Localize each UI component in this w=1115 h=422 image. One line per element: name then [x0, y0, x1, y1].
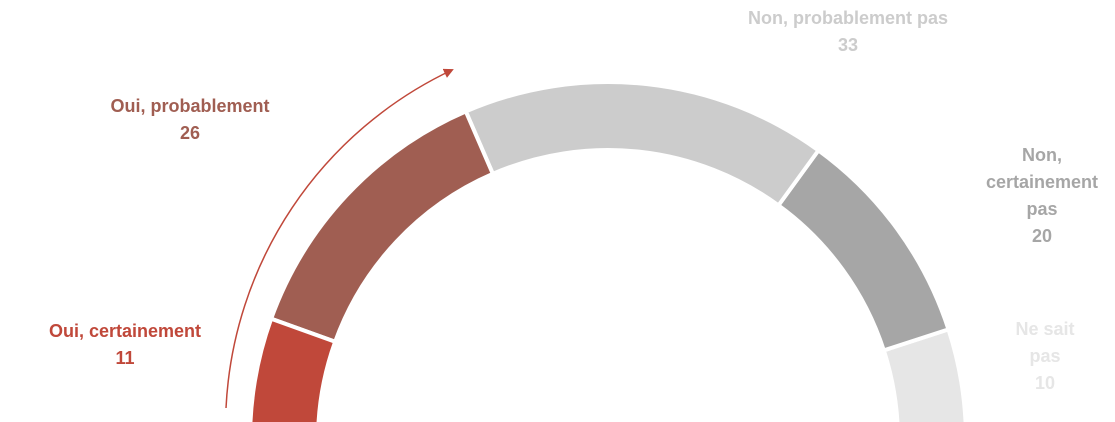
segment	[775, 147, 951, 353]
segment	[881, 326, 968, 422]
segment	[463, 80, 822, 209]
category-name: Oui, certainement	[48, 321, 202, 341]
value-label: 26	[179, 123, 201, 143]
direction-arrow	[225, 68, 454, 409]
segment-label: Non, certainement pas 20	[977, 142, 1107, 250]
category-name: Non, certainement pas	[985, 145, 1099, 219]
value-label: 20	[1031, 226, 1053, 246]
segment-label: Non, probablement pas 33	[723, 5, 973, 59]
segment	[268, 108, 496, 345]
segment-label: Oui, certainement 11	[5, 318, 245, 372]
category-name: Ne sait pas	[1015, 319, 1075, 366]
segment-label: Ne sait pas 10	[1010, 316, 1080, 397]
category-name: Non, probablement pas	[747, 8, 949, 28]
segment	[248, 316, 338, 422]
value-label: 33	[837, 35, 859, 55]
value-label: 11	[115, 348, 135, 368]
value-label: 10	[1034, 373, 1056, 393]
category-name: Oui, probablement	[110, 96, 270, 116]
segment-label: Oui, probablement 26	[60, 93, 320, 147]
